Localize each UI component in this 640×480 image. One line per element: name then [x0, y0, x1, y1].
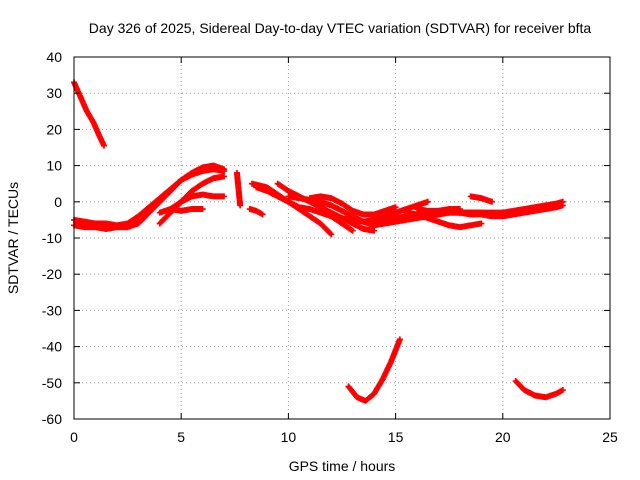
data-point [221, 173, 228, 180]
data-point [221, 166, 228, 173]
y-tick-label: 30 [46, 85, 62, 101]
data-points [71, 79, 566, 404]
series-arc-01 [71, 79, 108, 149]
series-arc-12 [253, 184, 356, 234]
series-arc-19 [403, 209, 485, 231]
data-point [327, 230, 334, 237]
data-point [199, 206, 206, 213]
data-point [221, 193, 228, 200]
series-arc-10 [246, 206, 266, 218]
y-tick-label: -30 [42, 302, 62, 318]
y-tick-label: -40 [42, 339, 62, 355]
data-point [328, 231, 335, 238]
x-tick-label: 20 [495, 429, 511, 445]
data-point [489, 198, 496, 205]
data-point [101, 142, 108, 149]
x-tick-label: 15 [388, 429, 404, 445]
data-point [348, 226, 355, 233]
y-tick-label: 40 [46, 49, 62, 65]
series-arc-17 [360, 198, 431, 225]
y-tick-label: -50 [42, 375, 62, 391]
x-tick-label: 0 [70, 429, 78, 445]
y-tick-label: 20 [46, 121, 62, 137]
series-arc-24 [512, 377, 566, 401]
y-tick-label: 10 [46, 158, 62, 174]
data-point [478, 220, 485, 227]
y-tick-label: -60 [42, 411, 62, 427]
y-tick-label: -10 [42, 230, 62, 246]
series-arc-07 [156, 206, 206, 216]
chart-title: Day 326 of 2025, Sidereal Day-to-day VTE… [89, 20, 592, 36]
series-arc-09 [233, 169, 244, 209]
series-arc-23 [345, 336, 403, 404]
y-tick-label: 0 [54, 194, 62, 210]
y-axis-label: SDTVAR / TECUs [5, 182, 21, 294]
data-point [396, 336, 403, 343]
series-arc-08 [178, 162, 228, 184]
series-arc-06 [167, 191, 228, 213]
x-axis-label: GPS time / hours [289, 458, 396, 474]
data-point [424, 198, 431, 205]
x-tick-label: 5 [177, 429, 185, 445]
grid-lines [74, 57, 610, 419]
axis-ticks: 0 5 10 15 20 25 -60 -50 -40 -30 -20 -10 0 10 20 30 40 [42, 49, 618, 445]
series-arc-21 [456, 202, 566, 220]
x-tick-label: 10 [281, 429, 297, 445]
series-arc-15 [306, 193, 399, 218]
data-point [237, 202, 244, 209]
y-tick-label: -20 [42, 266, 62, 282]
data-point [371, 227, 378, 234]
data-point [559, 202, 566, 209]
data-point [392, 204, 399, 211]
data-point [259, 211, 266, 218]
x-tick-label: 25 [602, 429, 618, 445]
data-point [559, 387, 566, 394]
data-point [349, 227, 356, 234]
series-arc-22 [467, 193, 496, 205]
series-arc-05 [156, 173, 228, 227]
